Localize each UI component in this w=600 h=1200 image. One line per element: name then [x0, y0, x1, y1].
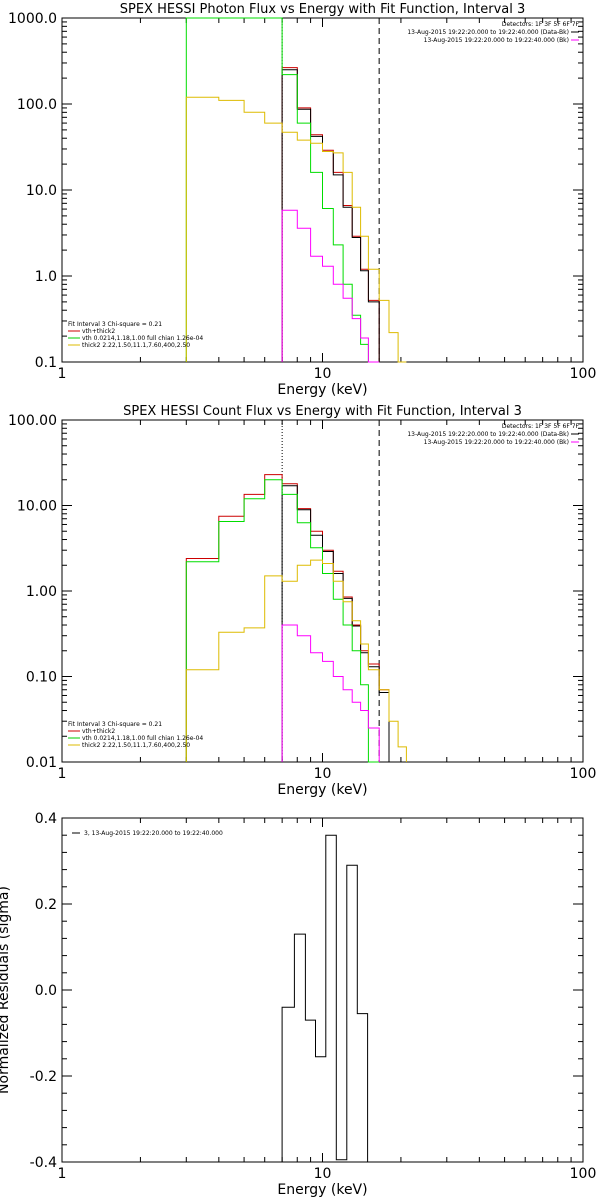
y-tick-label: 100.0 — [17, 97, 57, 113]
series-line — [281, 624, 380, 762]
legend-entry: 13-Aug-2015 19:22:20.000 to 19:22:40.000… — [407, 29, 569, 36]
y-axis-label: Normalized Residuals (sigma) — [0, 886, 12, 1094]
y-tick-label: -0.4 — [30, 1155, 57, 1171]
legend-entry: 13-Aug-2015 19:22:20.000 to 19:22:40.000… — [424, 439, 569, 446]
x-tick-label: 10 — [314, 766, 332, 782]
y-tick-label: 1.0 — [35, 269, 57, 285]
x-tick-label: 1 — [58, 1166, 67, 1182]
chart-title: SPEX HESSI Count Flux vs Energy with Fit… — [123, 404, 522, 419]
legend-entry: thick2 2.22,1.50,11.1,7.60,400,2.50 — [82, 742, 190, 749]
y-tick-label: 0.4 — [35, 811, 57, 827]
series-line — [185, 559, 407, 762]
legend-entry: 3, 13-Aug-2015 19:22:20.000 to 19:22:40.… — [84, 830, 223, 837]
x-tick-label: 10 — [314, 366, 332, 382]
legend-entry: Fit Interval 3 Chi-square = 0.21 — [68, 721, 162, 728]
y-tick-label: -0.2 — [30, 1069, 57, 1085]
series-line — [185, 96, 407, 363]
y-tick-label: 0.1 — [35, 355, 57, 371]
y-tick-label: 0.01 — [26, 755, 57, 771]
legend-entry: thick2 2.22,1.50,11.1,7.60,400,2.50 — [82, 342, 190, 349]
y-tick-label: 1000.0 — [8, 11, 57, 27]
y-tick-label: 0.0 — [35, 983, 57, 999]
legend-entry: vth 0.0214,1.18,1.00 full chian 1.26e-04 — [82, 735, 203, 742]
series-line — [281, 485, 390, 762]
legend-entry: Fit Interval 3 Chi-square = 0.21 — [68, 321, 162, 328]
x-axis-label: Energy (keV) — [277, 782, 367, 798]
x-tick-label: 1 — [58, 366, 67, 382]
legend-entry: vth+thick2 — [82, 328, 115, 335]
y-tick-label: 0.2 — [35, 897, 57, 913]
series-line — [281, 834, 369, 1162]
x-tick-label: 100 — [570, 366, 597, 382]
series-line — [281, 209, 380, 363]
y-tick-label: 10.00 — [17, 499, 57, 515]
x-axis-label: Energy (keV) — [277, 1182, 367, 1198]
series-line — [281, 69, 380, 362]
legend-entry: 13-Aug-2015 19:22:20.000 to 19:22:40.000… — [407, 431, 569, 438]
plot-frame — [61, 817, 584, 1163]
x-tick-label: 100 — [570, 1166, 597, 1182]
legend-entry: Detectors: 1F 3F 5F 6F 7F — [502, 21, 580, 28]
y-tick-label: 100.00 — [8, 413, 57, 429]
chart-title: SPEX HESSI Photon Flux vs Energy with Fi… — [120, 2, 526, 17]
series-line — [185, 474, 390, 762]
y-tick-label: 1.00 — [26, 584, 57, 600]
x-tick-label: 1 — [58, 766, 67, 782]
legend-entry: Detectors: 1F 3F 5F 6F 7F — [502, 423, 580, 430]
legend-entry: vth 0.0214,1.18,1.00 full chian 1.26e-04 — [82, 335, 203, 342]
plot-frame — [61, 419, 584, 763]
x-axis-label: Energy (keV) — [277, 382, 367, 398]
series-line — [185, 479, 380, 763]
y-tick-label: 10.0 — [26, 183, 57, 199]
x-tick-label: 100 — [570, 766, 597, 782]
series-line — [281, 67, 380, 362]
legend-entry: vth+thick2 — [82, 728, 115, 735]
y-tick-label: 0.10 — [26, 670, 57, 686]
legend-entry: 13-Aug-2015 19:22:20.000 to 19:22:40.000… — [424, 37, 569, 44]
x-tick-label: 10 — [314, 1166, 332, 1182]
